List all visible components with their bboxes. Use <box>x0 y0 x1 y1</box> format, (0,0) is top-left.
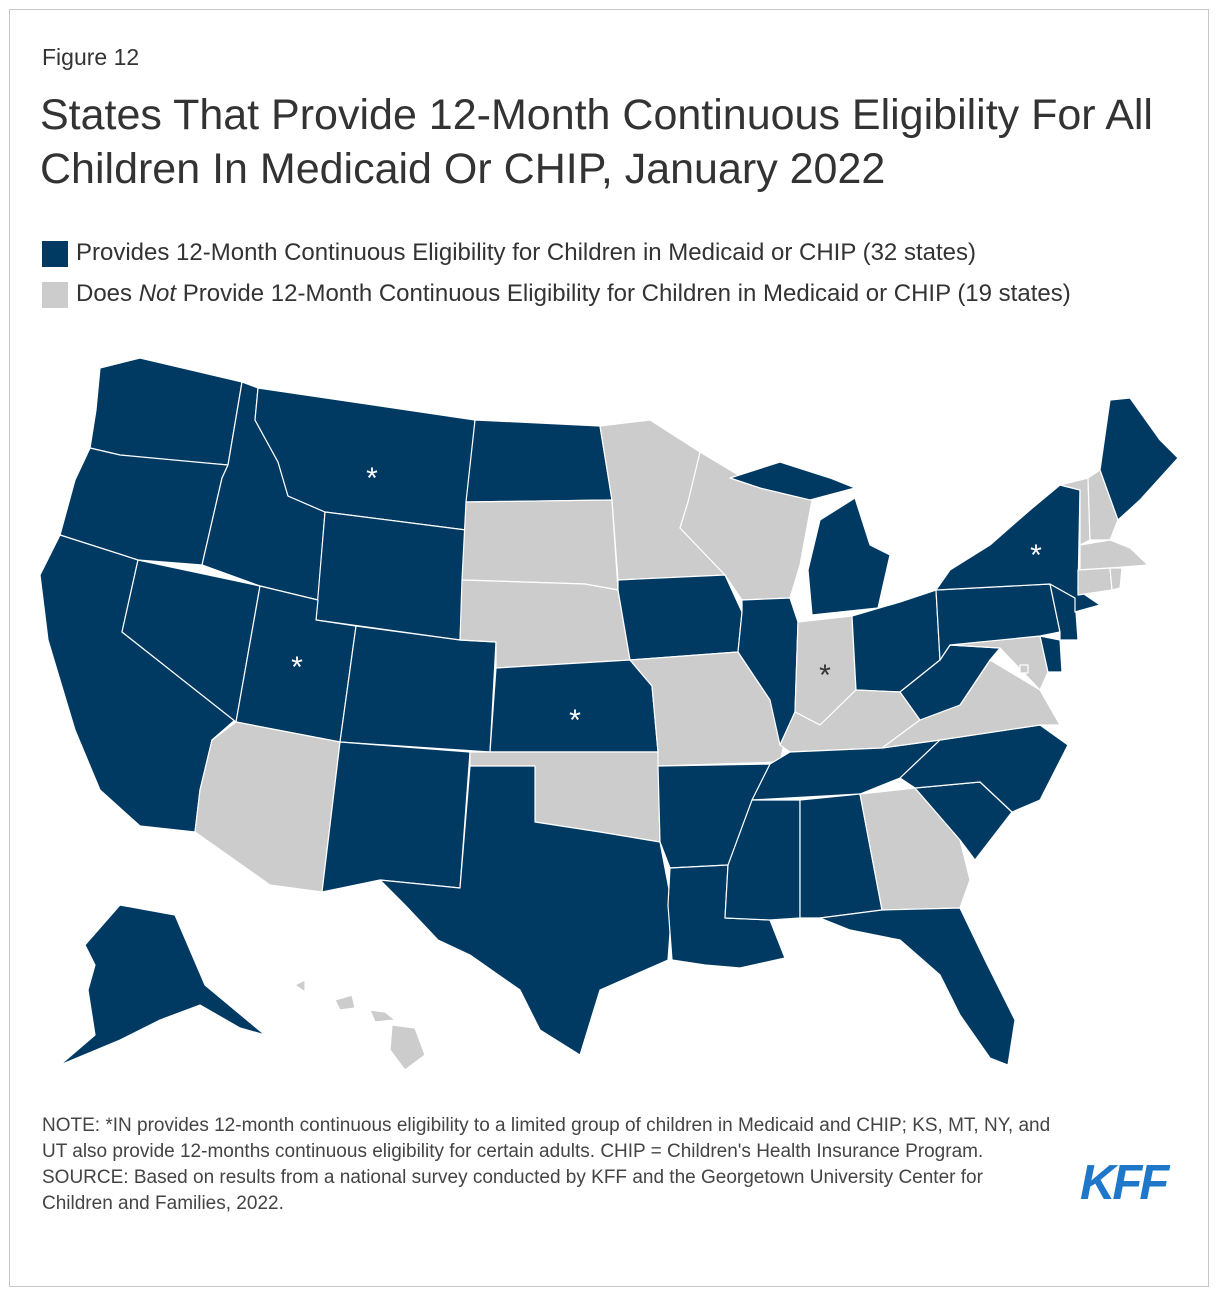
legend-label-not-provide-emphasis: Not <box>138 280 177 307</box>
legend: Provides 12-Month Continuous Eligibility… <box>42 232 1182 314</box>
legend-label-not-provide-before: Does <box>76 280 139 307</box>
state-MA <box>1079 539 1149 571</box>
asterisk-NY: * <box>1030 539 1042 572</box>
state-MI <box>807 497 891 616</box>
note-text: NOTE: *IN provides 12-month continuous e… <box>42 1115 1051 1162</box>
state-DE <box>1039 635 1063 673</box>
legend-item-provides: Provides 12-Month Continuous Eligibility… <box>42 232 1182 273</box>
state-WY <box>315 511 467 641</box>
state-RI <box>1109 567 1123 591</box>
state-NY <box>935 484 1101 613</box>
state-NM <box>321 741 471 893</box>
source-text: SOURCE: Based on results from a national… <box>42 1167 983 1214</box>
state-WA <box>89 357 243 466</box>
asterisk-IN: * <box>819 659 831 692</box>
state-SD <box>461 499 619 591</box>
state-NH <box>1087 469 1119 541</box>
legend-label-not-provide-after: Provide 12-Month Continuous Eligibility … <box>176 280 1071 307</box>
figure-title: States That Provide 12-Month Continuous … <box>40 91 1153 193</box>
asterisk-KS: * <box>569 704 581 737</box>
asterisk-MT: * <box>366 462 378 495</box>
state-ND <box>465 419 613 503</box>
kff-logo: KFF <box>1080 1156 1169 1210</box>
state-FL <box>819 907 1016 1066</box>
state-DC <box>1019 664 1029 674</box>
legend-swatch-provides <box>42 241 68 267</box>
state-MI-upper <box>729 461 856 501</box>
state-CO <box>339 625 497 753</box>
legend-swatch-not-provide <box>42 282 68 308</box>
state-HI <box>294 979 306 993</box>
asterisk-UT: * <box>291 651 303 684</box>
state-ME <box>1099 397 1179 521</box>
figure-label: Figure 12 <box>42 44 140 70</box>
legend-label-provides: Provides 12-Month Continuous Eligibility… <box>76 239 976 266</box>
state-AK <box>59 904 266 1066</box>
state-TX <box>379 765 673 1056</box>
state-AZ <box>194 721 341 893</box>
state-IA <box>617 574 743 661</box>
us-map: * * * * * <box>39 357 1179 1071</box>
figure-frame <box>9 9 1209 1287</box>
state-HI-3 <box>369 1009 396 1023</box>
legend-item-not-provide: Does Not Provide 12-Month Continuous Eli… <box>42 273 1182 314</box>
state-VT <box>1059 477 1091 546</box>
state-CT <box>1077 567 1113 596</box>
state-HI-4 <box>389 1024 426 1071</box>
state-HI-2 <box>334 994 356 1011</box>
notes: NOTE: *IN provides 12-month continuous e… <box>42 1113 1052 1217</box>
